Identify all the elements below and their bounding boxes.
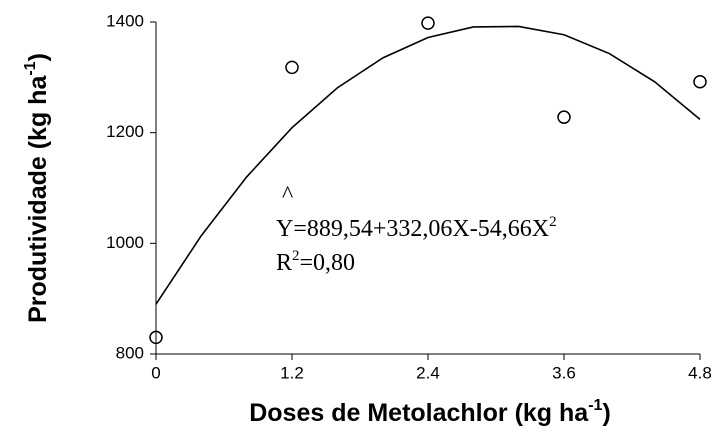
annotation-equation: Y=889,54+332,06X-54,66X2 <box>276 214 557 242</box>
y-tick-label: 1000 <box>106 233 144 252</box>
data-point <box>149 330 163 345</box>
x-tick-label: 0 <box>151 363 160 382</box>
x-axis-title: Doses de Metolachlor (kg ha-1) <box>249 397 611 427</box>
y-tick-label: 1400 <box>106 11 144 30</box>
y-tick-label: 1200 <box>106 122 144 141</box>
x-tick-label: 4.8 <box>688 363 712 382</box>
data-point <box>693 75 707 89</box>
y-axis-title: Produtividade (kg ha-1) <box>22 53 52 323</box>
annotation-r2: R2=0,80 <box>276 248 355 276</box>
x-tick-label: 3.6 <box>552 363 576 382</box>
y-tick-label: 800 <box>116 343 144 362</box>
x-tick-label: 1.2 <box>280 363 304 382</box>
x-tick-label: 2.4 <box>416 363 440 382</box>
fit-curve <box>155 25 701 305</box>
data-point <box>285 60 299 75</box>
data-point <box>557 110 571 124</box>
annotation-hat: ^ <box>282 182 293 208</box>
data-point <box>421 16 435 30</box>
